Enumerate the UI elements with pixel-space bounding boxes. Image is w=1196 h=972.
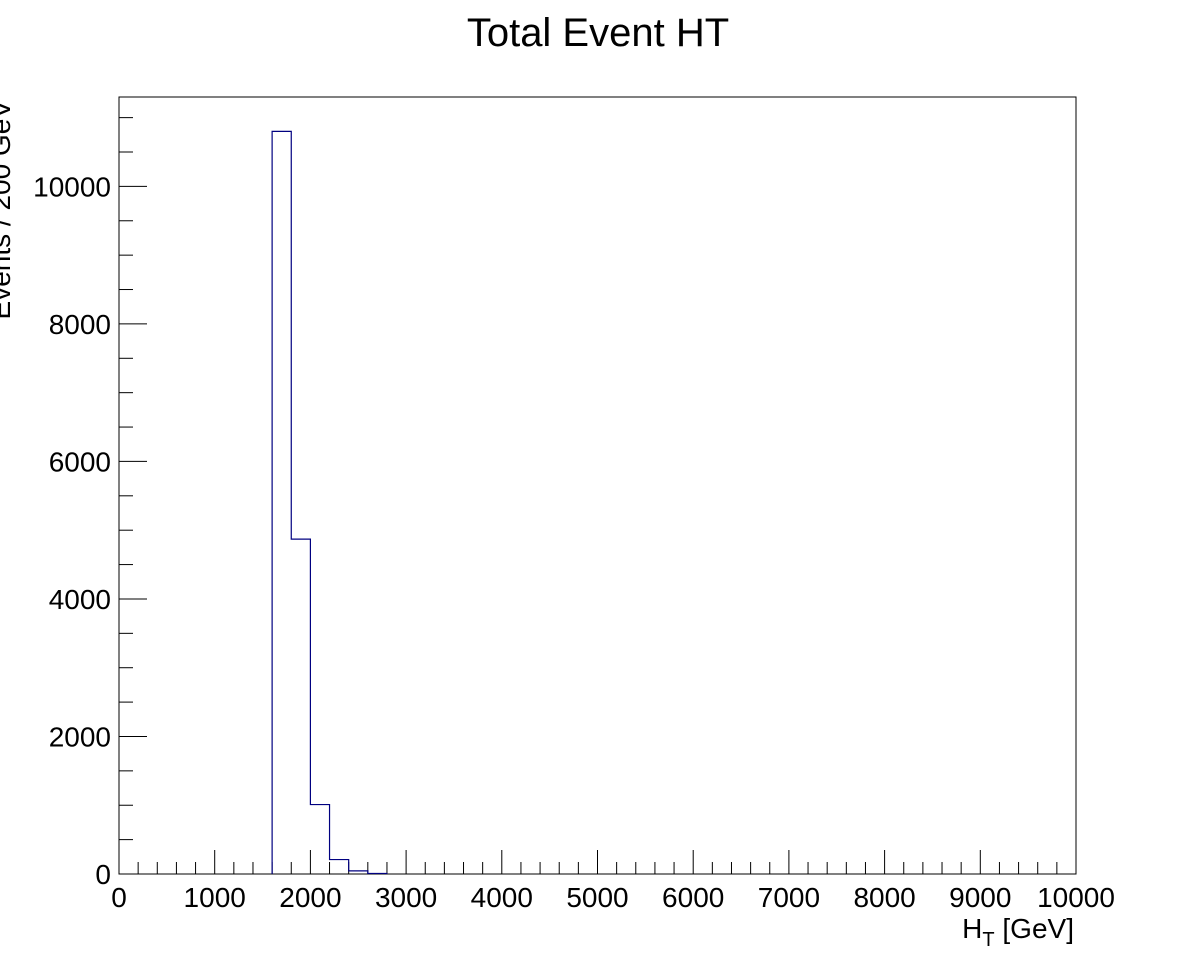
x-axis-label-suffix: [GeV] xyxy=(995,913,1074,944)
y-tick-label: 4000 xyxy=(49,584,111,615)
x-axis-label-subscript: T xyxy=(982,929,994,951)
plot-frame xyxy=(118,96,1077,875)
x-tick-label: 9000 xyxy=(949,882,1011,913)
x-axis-label: HT [GeV] xyxy=(962,913,1074,951)
x-tick-label: 7000 xyxy=(758,882,820,913)
histogram-outline xyxy=(271,130,388,875)
x-tick-label: 0 xyxy=(111,882,127,913)
y-axis-label: Events / 200 GeV xyxy=(0,100,16,320)
histogram-bin xyxy=(330,860,349,874)
x-tick-label: 10000 xyxy=(1037,882,1115,913)
y-tick-label: 2000 xyxy=(49,721,111,752)
y-tick-label: 6000 xyxy=(49,446,111,477)
x-axis-tick-labels: 0 1000 2000 3000 4000 5000 6000 7000 8000 9000 100… xyxy=(111,882,1115,913)
x-tick-label: 4000 xyxy=(471,882,533,913)
y-axis-tick-labels: 0 2000 4000 6000 8000 10000 xyxy=(33,171,111,890)
y-tick-label: 8000 xyxy=(49,309,111,340)
x-tick-label: 5000 xyxy=(566,882,628,913)
histogram-bin xyxy=(272,131,291,874)
x-tick-label: 8000 xyxy=(853,882,915,913)
x-tick-label: 1000 xyxy=(184,882,246,913)
histogram-bins xyxy=(272,131,387,874)
x-axis-ticks xyxy=(118,850,1077,874)
y-axis-ticks xyxy=(119,117,147,875)
histogram-bin xyxy=(291,539,310,874)
x-tick-label: 6000 xyxy=(662,882,724,913)
chart-title: Total Event HT xyxy=(467,11,729,55)
y-tick-label: 0 xyxy=(95,859,111,890)
x-tick-label: 2000 xyxy=(279,882,341,913)
y-tick-label: 10000 xyxy=(33,171,111,202)
x-axis-label-main: H xyxy=(962,913,982,944)
x-tick-label: 3000 xyxy=(375,882,437,913)
histogram-bin xyxy=(310,805,329,874)
